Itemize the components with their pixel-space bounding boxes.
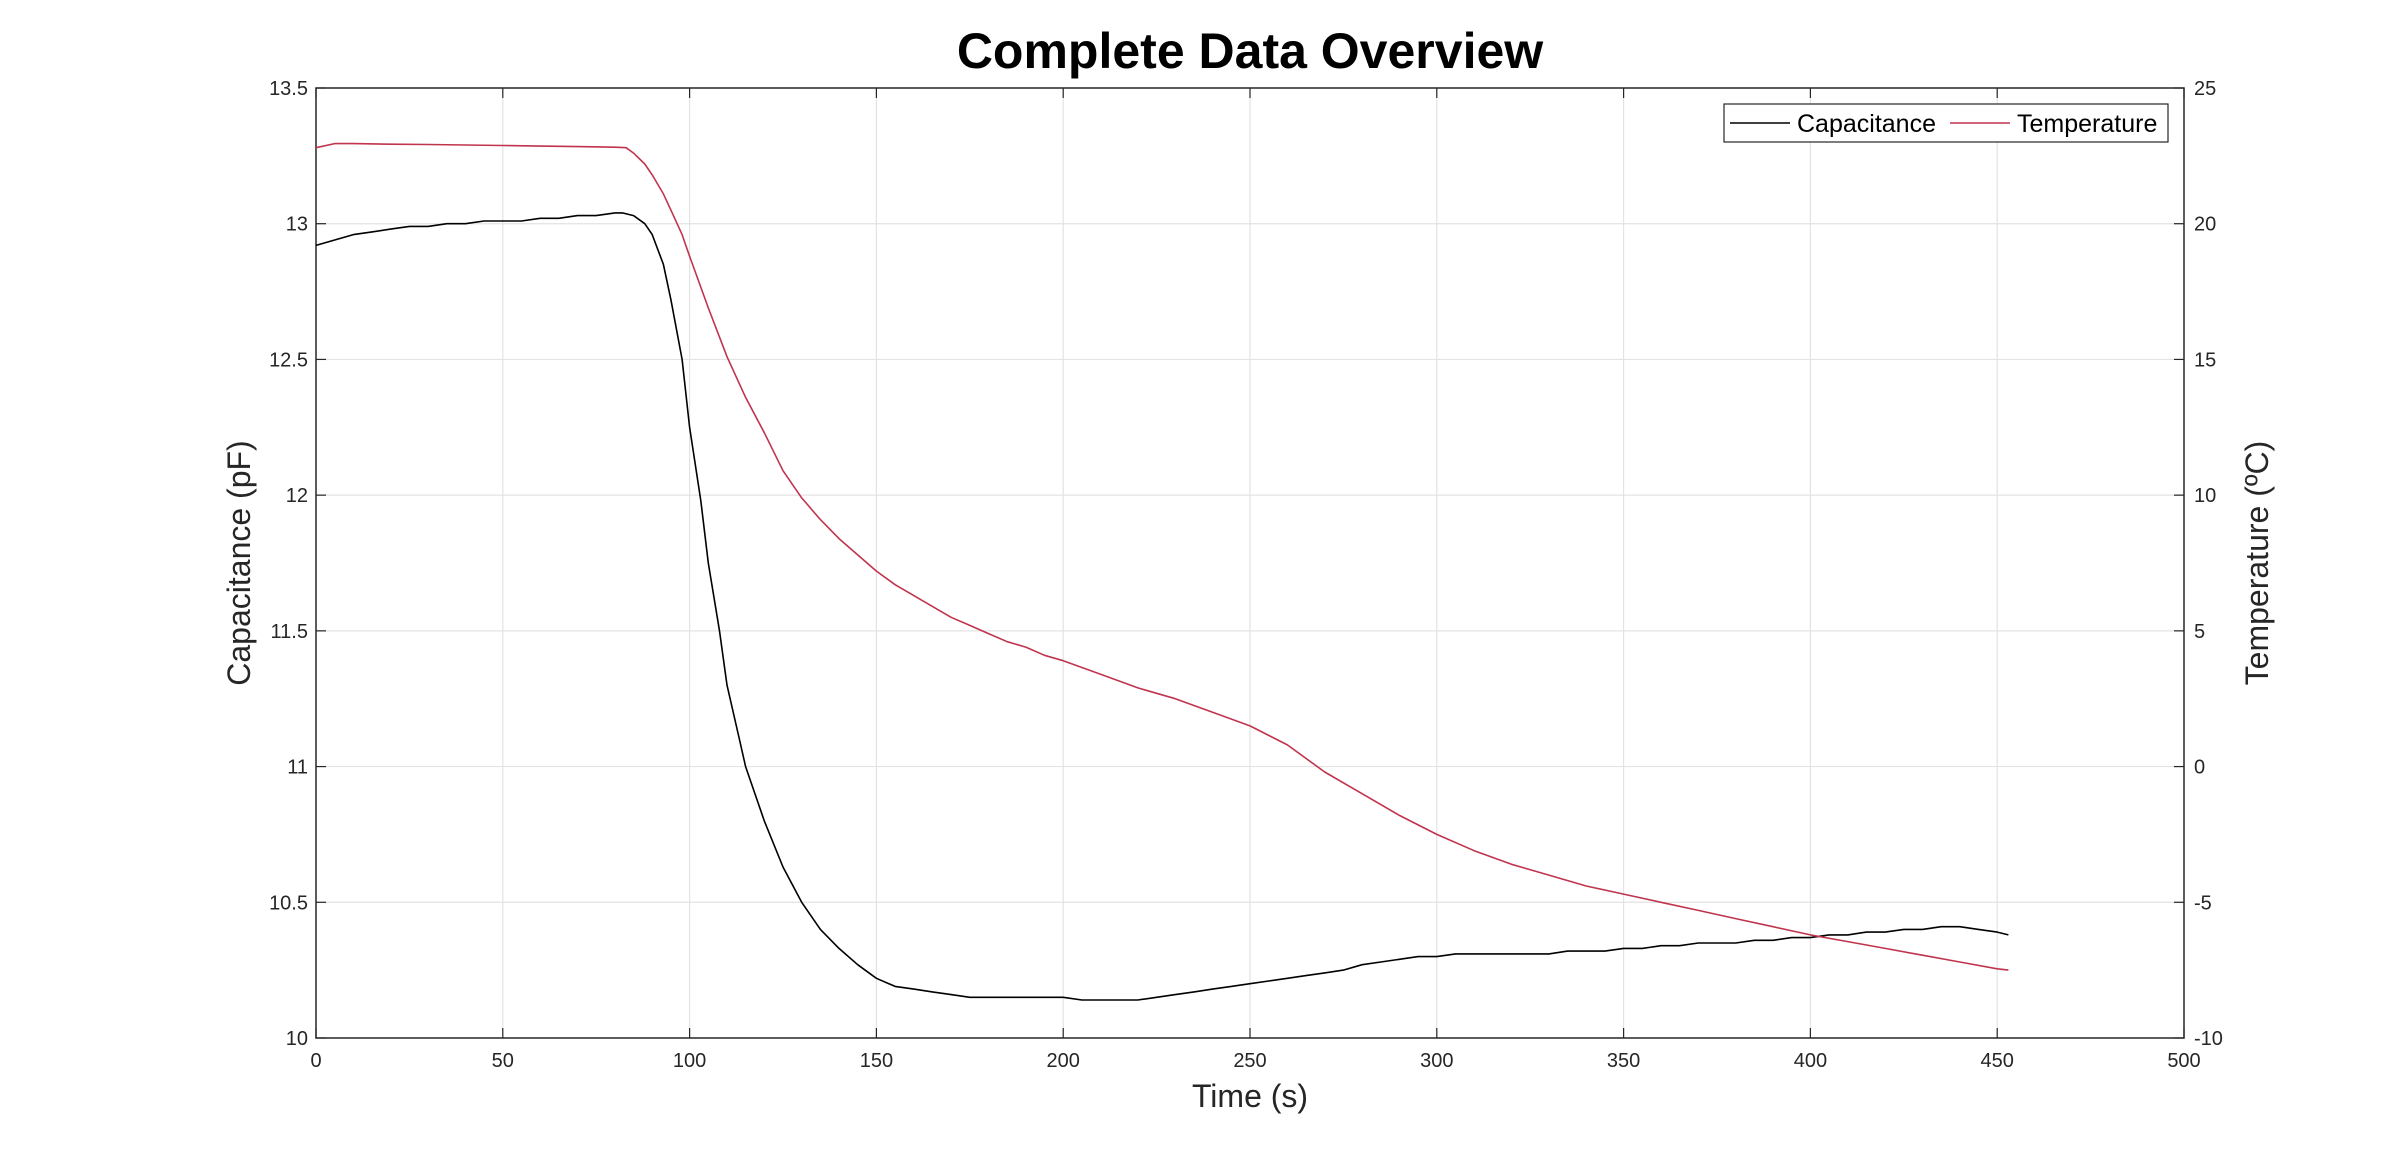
y-right-tick-label: -10 [2194, 1028, 2223, 1050]
y-axis-right-title: Temperature (ºC) [2239, 441, 2275, 686]
y-right-tick-label: 0 [2194, 757, 2205, 779]
series-line-temperature [315, 142, 2009, 971]
legend-box [1723, 103, 2169, 143]
grid [316, 88, 2184, 1038]
y-right-tick-label: 15 [2194, 349, 2216, 371]
x-tick-label: 200 [1047, 1050, 1080, 1072]
y-left-tick-label: 11.5 [271, 621, 308, 643]
series-line-capacitance [315, 212, 2009, 1001]
y-right-tick-label: 20 [2194, 214, 2216, 236]
y-left-tick-label: 13.5 [269, 78, 308, 100]
y-left-tick-label: 10 [286, 1028, 308, 1050]
legend-label-temperature: Temperature [2017, 110, 2157, 138]
y-left-tick-label: 11 [287, 757, 308, 779]
y-left-tick-label: 12 [286, 485, 308, 507]
x-tick-label: 50 [492, 1050, 514, 1072]
x-tick-label: 250 [1233, 1050, 1266, 1072]
x-tick-label: 400 [1794, 1050, 1827, 1072]
y-axis-left-title: Capacitance (pF) [221, 440, 257, 685]
x-axis-title: Time (s) [1192, 1078, 1308, 1114]
x-tick-label: 100 [673, 1050, 706, 1072]
x-tick-label: 500 [2167, 1050, 2200, 1072]
x-tick-label: 350 [1607, 1050, 1640, 1072]
y-left-tick-label: 10.5 [269, 892, 308, 914]
x-tick-label: 150 [860, 1050, 893, 1072]
legend: Capacitance Temperature [1723, 103, 2169, 143]
x-tick-label: 300 [1420, 1050, 1453, 1072]
x-tick-label: 0 [310, 1050, 321, 1072]
legend-label-capacitance: Capacitance [1797, 110, 1936, 138]
y-right-tick-label: 10 [2194, 485, 2216, 507]
y-right-tick-label: 5 [2194, 621, 2205, 643]
series-lines [315, 142, 2009, 1001]
y-right-tick-label: 25 [2194, 78, 2216, 100]
y-right-tick-label: -5 [2194, 892, 2212, 914]
x-tick-label: 450 [1981, 1050, 2014, 1072]
axis-ticks: 0 50 100 150 200 250 300 350 400 450 5001010.51111… [269, 78, 2223, 1072]
y-left-tick-label: 13 [286, 214, 308, 236]
y-left-tick-label: 12.5 [269, 349, 308, 371]
chart-title: Complete Data Overview [957, 23, 1543, 79]
